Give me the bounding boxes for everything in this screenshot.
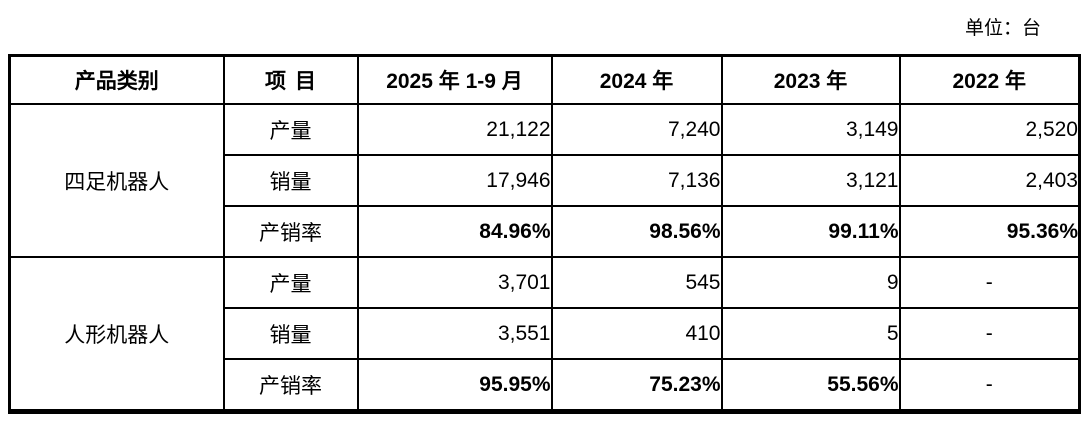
value-cell: 3,551 — [356, 307, 553, 360]
value-cell: 3,121 — [720, 154, 901, 207]
value-cell: 21,122 — [356, 103, 553, 156]
column-header-3: 2024 年 — [550, 54, 723, 105]
value-cell: 99.11% — [720, 205, 901, 258]
item-cell: 产销率 — [222, 205, 359, 258]
table-row: 销量 17,946 7,136 3,121 2,403 — [10, 154, 1081, 207]
value-cell: 2,520 — [898, 103, 1081, 156]
value-cell: - — [898, 358, 1081, 413]
header-row: 产品类别 项目 2025 年 1-9 月 2024 年 2023 年 2022 年 — [8, 54, 1081, 105]
value-cell: 3,701 — [356, 256, 553, 309]
value-cell: 545 — [550, 256, 723, 309]
category-cell: 四足机器人 — [8, 103, 225, 258]
column-header-2: 2025 年 1-9 月 — [356, 54, 553, 105]
value-cell: 17,946 — [356, 154, 553, 207]
table-row: 人形机器人 产量 3,701 545 9- — [8, 256, 1081, 413]
table-row: 产销率 95.95% 75.23% 55.56% - — [10, 358, 1081, 413]
item-cell: 产销率 — [222, 358, 359, 413]
item-cell: 销量 — [222, 307, 359, 360]
unit-label: 单位：台 — [964, 18, 1041, 39]
table-body: 四足机器人 产量 21,122 7,240 3,149 2,520 销量 17,946 7,13… — [8, 103, 1081, 413]
column-header-0: 产品类别 — [8, 54, 225, 105]
value-cell: - — [898, 307, 1081, 360]
value-cell: 98.56% — [550, 205, 723, 258]
value-cell: 95.95% — [356, 358, 553, 413]
item-cell: 产量 — [222, 103, 359, 156]
value-cell: 3,149 — [720, 103, 901, 156]
column-header-5: 2022 年 — [898, 54, 1081, 105]
value-cell: 410 — [550, 307, 723, 360]
column-header-4: 2023 年 — [720, 54, 901, 105]
category-cell: 人形机器人 — [8, 256, 225, 413]
value-cell: 2,403 — [898, 154, 1081, 207]
table-row: 销量 3,551 410 5- — [10, 307, 1081, 360]
value-cell: 75.23% — [550, 358, 723, 413]
value-cell: 95.36% — [898, 205, 1081, 258]
value-cell: 84.96% — [356, 205, 553, 258]
value-cell: 5 — [720, 307, 901, 360]
value-cell: 7,136 — [550, 154, 723, 207]
item-cell: 产量 — [222, 256, 359, 309]
column-header-1: 项目 — [222, 54, 359, 105]
production-sales-table: 产品类别 项目 2025 年 1-9 月 2024 年 2023 年 2022 年 四足机… — [8, 54, 1081, 414]
value-cell: - — [898, 256, 1081, 309]
value-cell: 55.56% — [720, 358, 901, 413]
value-cell: 7,240 — [550, 103, 723, 156]
item-cell: 销量 — [222, 154, 359, 207]
table-row: 产销率 84.96% 98.56% 99.11% 95.36% — [10, 205, 1081, 258]
value-cell: 9 — [720, 256, 901, 309]
table-header: 产品类别 项目 2025 年 1-9 月 2024 年 2023 年 2022 年 — [8, 54, 1081, 105]
table-row: 四足机器人 产量 21,122 7,240 3,149 2,520 — [8, 103, 1081, 258]
